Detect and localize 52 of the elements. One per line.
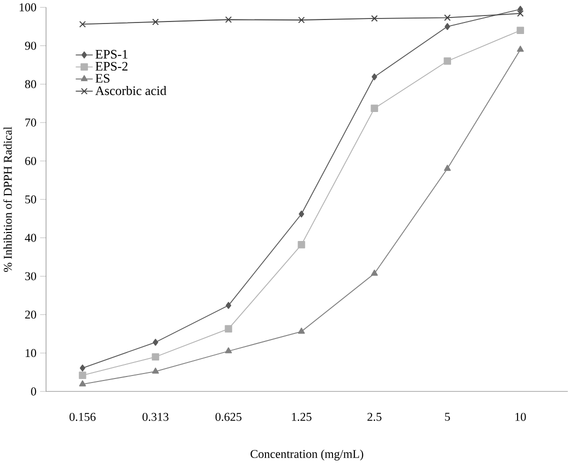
point <box>516 26 524 34</box>
point <box>370 270 378 276</box>
y-tick-label: 50 <box>25 195 36 204</box>
y-tick-label: 90 <box>25 42 36 50</box>
x-tick-label: 5 <box>445 412 450 421</box>
x-tick-label: 0.156 <box>70 412 96 422</box>
point <box>371 15 378 22</box>
legend-label: EPS-1 <box>96 50 128 59</box>
point <box>298 210 304 218</box>
point <box>152 368 159 374</box>
point <box>226 302 232 309</box>
y-tick-label: 20 <box>25 310 36 319</box>
point <box>298 328 305 334</box>
x-axis-title: Concentration (mg/mL) <box>250 450 364 461</box>
point <box>78 372 86 380</box>
y-tick-label: 40 <box>24 234 36 242</box>
point <box>372 73 378 80</box>
point <box>444 14 451 22</box>
y-tick-label: 10 <box>26 349 36 358</box>
point <box>152 353 160 361</box>
point <box>224 325 232 333</box>
y-tick-label: 30 <box>25 272 36 280</box>
x-tick-label: 2.5 <box>368 412 382 422</box>
x-tick-label: 1.25 <box>292 412 312 422</box>
point <box>80 364 86 372</box>
x-tick-label: 10 <box>515 412 526 421</box>
point <box>79 21 86 28</box>
point <box>518 6 524 13</box>
point <box>225 347 232 354</box>
point <box>79 380 86 386</box>
point <box>516 46 524 52</box>
point <box>444 23 450 30</box>
y-tick-label: 70 <box>25 118 36 127</box>
y-tick-label: 100 <box>20 3 36 12</box>
point <box>225 16 232 24</box>
point <box>444 58 452 65</box>
point <box>517 10 524 17</box>
x-tick-label: 0.625 <box>216 412 242 422</box>
point <box>152 18 159 26</box>
legend-label: Ascorbic acid <box>95 86 166 96</box>
y-axis-title: % Inhibition of DPPH Radical <box>3 126 12 272</box>
y-tick-label: 60 <box>25 157 36 166</box>
x-tick-label: 0.313 <box>142 412 168 422</box>
legend-label: ES <box>96 74 110 83</box>
y-tick-label: 0 <box>31 388 36 396</box>
point <box>152 338 158 346</box>
point <box>370 104 378 112</box>
y-tick-label: 80 <box>25 80 36 88</box>
point <box>298 16 305 24</box>
legend-label: EPS-2 <box>96 62 128 71</box>
point <box>298 241 306 249</box>
point <box>444 164 451 171</box>
